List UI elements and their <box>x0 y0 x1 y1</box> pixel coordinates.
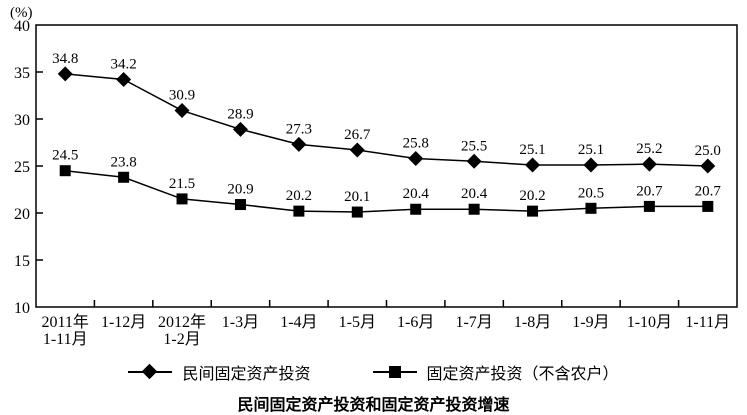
data-label: 25.1 <box>519 142 545 158</box>
data-label: 25.5 <box>461 138 487 154</box>
y-tick-label: 20 <box>14 206 30 223</box>
series-line-0 <box>65 73 708 167</box>
x-tick-label: 1-10月 <box>627 314 672 331</box>
x-tick-label: 1-8月 <box>514 314 551 331</box>
diamond-marker-icon <box>349 142 365 158</box>
square-marker-icon <box>118 171 130 183</box>
square-marker-icon <box>585 202 597 214</box>
diamond-marker-icon <box>232 121 248 137</box>
x-tick-label: 2011年 <box>41 313 88 331</box>
data-label: 34.8 <box>52 51 78 67</box>
legend-item-fixed-investment: 固定资产投资（不含农户） <box>372 360 619 384</box>
diamond-marker-icon <box>466 153 482 169</box>
data-label: 20.9 <box>227 182 253 198</box>
square-marker-icon <box>176 193 188 205</box>
square-marker-icon <box>372 364 417 380</box>
diamond-marker-icon <box>641 156 657 172</box>
diamond-marker-icon <box>525 157 541 173</box>
data-label: 26.7 <box>344 127 371 143</box>
y-tick-label: 30 <box>14 112 30 129</box>
y-tick-label: 15 <box>14 253 30 270</box>
data-label: 30.9 <box>169 88 195 104</box>
data-label: 20.7 <box>636 183 663 199</box>
data-label: 20.2 <box>519 188 545 204</box>
square-marker-icon <box>59 165 71 177</box>
data-label: 25.8 <box>403 135 429 151</box>
x-tick-label: 1-4月 <box>280 314 317 331</box>
y-tick-label: 35 <box>14 65 30 82</box>
y-axis-unit-label: (%) <box>10 5 33 21</box>
data-label: 25.2 <box>636 141 662 157</box>
diamond-marker-icon <box>116 72 132 88</box>
data-label: 24.5 <box>52 148 78 164</box>
x-tick-label: 1-11月 <box>685 314 730 331</box>
x-tick-label: 1-6月 <box>397 314 434 331</box>
data-label: 20.2 <box>286 188 312 204</box>
y-tick-label: 25 <box>14 159 30 176</box>
chart-title: 民间固定资产投资和固定资产投资增速 <box>237 395 510 414</box>
square-marker-icon <box>527 205 539 217</box>
data-label: 20.1 <box>344 189 370 205</box>
x-tick-label: 1-3月 <box>222 314 259 331</box>
series-line-1 <box>65 169 708 213</box>
square-marker-icon <box>702 200 714 212</box>
diamond-marker-icon <box>57 66 73 82</box>
legend-label: 民间固定资产投资 <box>182 366 311 383</box>
data-label: 20.7 <box>695 183 722 199</box>
x-tick-label: 1-11月 <box>43 331 88 348</box>
y-tick-label: 10 <box>14 300 30 317</box>
data-label: 23.8 <box>111 154 137 170</box>
square-marker-icon <box>293 205 305 217</box>
x-tick-label: 1-5月 <box>339 314 376 331</box>
diamond-marker-icon <box>174 103 190 119</box>
square-marker-icon <box>468 203 480 215</box>
data-label: 25.1 <box>578 142 604 158</box>
data-label: 28.9 <box>227 106 253 122</box>
x-tick-label: 2012年 <box>158 313 206 331</box>
data-label: 20.4 <box>403 186 430 202</box>
diamond-marker-icon <box>128 363 173 380</box>
data-label: 20.5 <box>578 185 604 201</box>
legend: 民间固定资产投资 固定资产投资（不含农户） <box>0 360 747 384</box>
data-label: 20.4 <box>461 186 488 202</box>
x-tick-label: 1-12月 <box>101 314 146 331</box>
data-label: 27.3 <box>286 121 312 137</box>
x-tick-label: 1-7月 <box>455 314 492 331</box>
diamond-marker-icon <box>700 158 716 174</box>
diamond-marker-icon <box>583 157 599 173</box>
diamond-marker-icon <box>291 136 307 152</box>
x-tick-label: 1-2月 <box>163 331 200 348</box>
x-tick-label: 1-9月 <box>572 314 609 331</box>
data-label: 21.5 <box>169 176 195 192</box>
data-label: 25.0 <box>695 143 721 159</box>
legend-item-private-investment: 民间固定资产投资 <box>128 360 311 384</box>
square-marker-icon <box>351 206 363 218</box>
plot-border <box>35 24 738 308</box>
legend-label: 固定资产投资（不含农户） <box>426 366 619 383</box>
square-marker-icon <box>410 203 422 215</box>
square-marker-icon <box>643 200 655 212</box>
diamond-marker-icon <box>408 150 424 166</box>
data-label: 34.2 <box>111 57 137 73</box>
square-marker-icon <box>234 199 246 211</box>
y-tick-label: 40 <box>14 18 30 35</box>
